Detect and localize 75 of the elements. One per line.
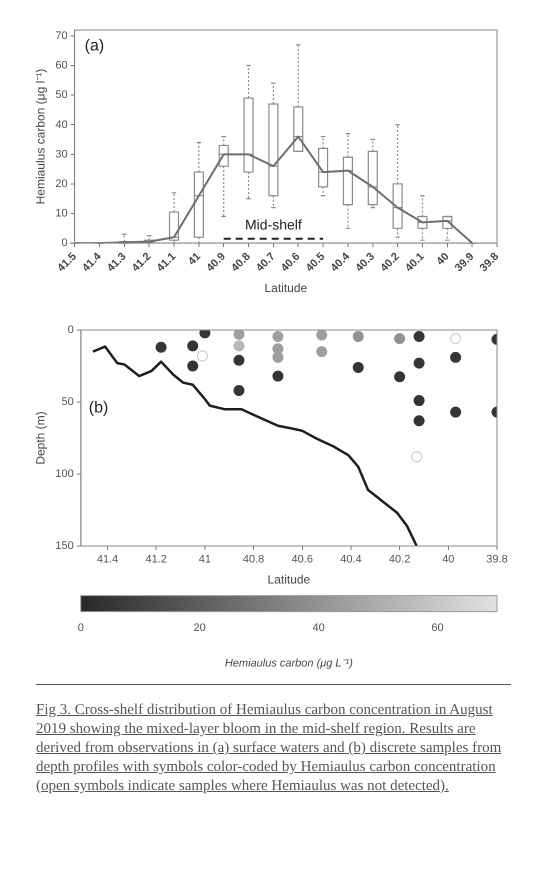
point: [414, 358, 425, 369]
point: [394, 333, 406, 344]
x-tick-label: 40.8: [229, 250, 253, 274]
y-tick-label: 10: [55, 208, 68, 220]
x-tick-label: 41.4: [80, 250, 104, 274]
point: [233, 340, 244, 352]
x-tick-label: 41.2: [130, 250, 154, 274]
point: [187, 360, 198, 372]
x-tick-label: 41.4: [96, 554, 118, 566]
x-tick-label: 41.2: [146, 554, 167, 566]
point: [394, 371, 406, 382]
annotation: (b): [88, 399, 108, 416]
point: [450, 333, 462, 344]
x-tick-label: 40.4: [328, 250, 353, 274]
point: [233, 330, 244, 340]
point: [414, 395, 425, 406]
y-axis-title: Hemiaulus carbon (μg l⁻¹): [34, 68, 48, 204]
x-tick-label: 40.2: [378, 250, 402, 274]
point: [414, 415, 425, 426]
x-tick-label: 40: [442, 554, 454, 566]
point: [450, 406, 462, 418]
x-tick-label: 40.6: [292, 554, 313, 566]
point: [233, 354, 244, 366]
x-tick-label: 40.9: [204, 250, 228, 274]
y-tick-label: 70: [55, 30, 68, 42]
x-tick-label: 40.2: [388, 554, 410, 566]
y-tick-label: 50: [62, 396, 74, 408]
y-tick-label: 40: [55, 118, 68, 131]
x-tick-label: 40.3: [353, 250, 378, 274]
point: [414, 330, 425, 342]
point: [233, 384, 244, 396]
x-axis-title: Latitude: [268, 572, 311, 587]
x-tick-label: 41.3: [104, 250, 129, 274]
color-bar-label: 0: [78, 622, 84, 634]
x-tick-label: 41: [198, 554, 212, 566]
color-bar-title: Hemiaulus carbon (μg L⁻¹): [224, 657, 354, 670]
color-bar-label: 40: [312, 622, 325, 634]
point: [352, 330, 364, 342]
point: [352, 362, 364, 373]
point: [272, 370, 284, 382]
x-tick-label: 40: [434, 250, 452, 268]
point: [156, 342, 167, 353]
point: [272, 343, 284, 354]
y-tick-label: 20: [55, 178, 68, 190]
color-bar-label: 60: [431, 622, 444, 634]
point: [316, 330, 328, 341]
x-axis-title: Latitude: [264, 281, 308, 296]
point: [272, 330, 284, 342]
x-tick-label: 39.8: [486, 554, 508, 566]
y-tick-label: 0: [62, 237, 68, 250]
caption: Fig 3. Cross-shelf distribution of Hemiaulus carbon concentration in August 2019 showing the mixed-layer bloom in the mid-shelf region. Results are derived from observations in (a) surface waters and (b) discrete samples from depth profiles with symbols color-coded by Hemiaulus carbon concentration (open symbols indicate samples where Hemiaulus was not detected).: [36, 684, 511, 796]
y-tick-label: 60: [55, 60, 68, 72]
y-tick-label: 100: [55, 468, 74, 480]
x-tick-label: 40.1: [403, 250, 427, 274]
point: [272, 352, 284, 363]
x-tick-label: 39.8: [478, 250, 502, 274]
y-tick-label: 150: [55, 540, 74, 552]
annotation: (a): [84, 37, 104, 54]
x-tick-label: 40.8: [242, 554, 264, 566]
y-tick-label: 30: [55, 148, 68, 160]
point: [450, 352, 462, 363]
x-tick-label: 41.1: [154, 250, 178, 274]
y-axis-title: Depth (m): [34, 411, 48, 465]
y-tick-label: 50: [55, 89, 68, 102]
point: [411, 451, 422, 462]
x-tick-label: 40.4: [340, 554, 362, 566]
color-bar-label: 20: [194, 622, 206, 634]
point: [196, 350, 208, 362]
point: [316, 346, 328, 358]
x-tick-label: 39.9: [452, 250, 476, 274]
point: [187, 340, 198, 352]
y-tick-label: 0: [68, 324, 74, 336]
x-tick-label: 41: [186, 250, 204, 268]
series-label: Mid-shelf: [244, 216, 302, 233]
x-tick-label: 40.6: [278, 250, 303, 274]
